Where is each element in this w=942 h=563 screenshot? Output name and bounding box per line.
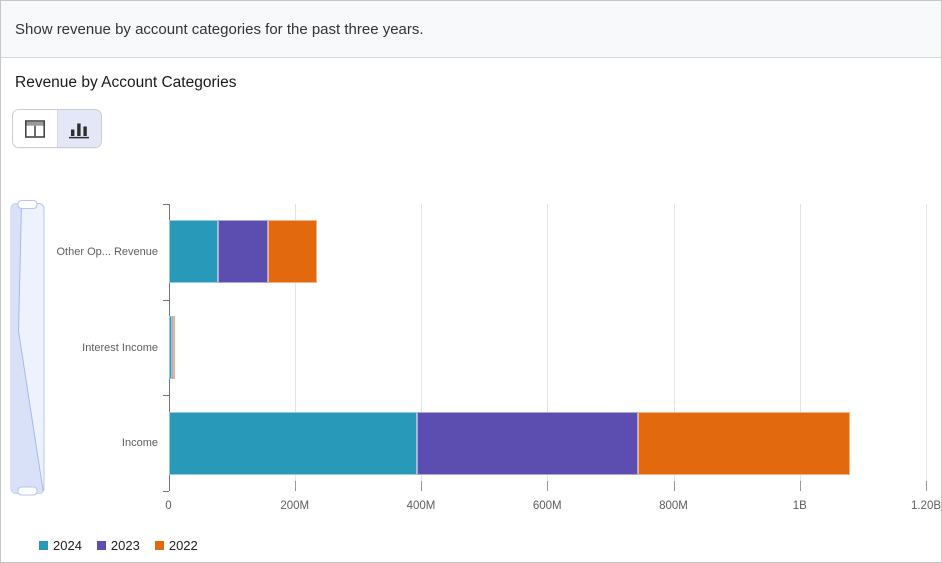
bar-segment-2023[interactable] xyxy=(417,411,639,475)
legend-swatch-2024 xyxy=(39,541,48,550)
bar-segment-2022[interactable] xyxy=(172,316,175,379)
legend-label: 2022 xyxy=(168,538,198,553)
scrollbar-track-icon xyxy=(10,200,45,496)
x-axis-label: 1B xyxy=(792,500,807,512)
x-axis-label: 1.20B xyxy=(910,500,942,512)
chart-vertical-scrollbar[interactable] xyxy=(10,200,48,496)
legend-item-2023[interactable]: 2023 xyxy=(96,538,140,553)
x-axis-label: 200M xyxy=(280,500,310,512)
table-view-button[interactable] xyxy=(13,110,58,147)
bar-segment-2022[interactable] xyxy=(638,411,851,475)
x-axis-label: 0 xyxy=(165,500,172,512)
x-axis-tick-400M xyxy=(421,481,422,491)
prompt-bar: Show revenue by account categories for t… xyxy=(1,1,941,58)
x-axis-tick-1.20B xyxy=(926,481,927,491)
gridline-800M xyxy=(673,204,675,491)
scrollbar-bottom-handle xyxy=(17,486,38,496)
x-axis-label: 600M xyxy=(532,500,562,512)
chart-legend: 2024 2023 2022 xyxy=(39,538,198,553)
legend-label: 2023 xyxy=(110,538,140,553)
y-axis-tick xyxy=(162,299,169,301)
y-axis-tick xyxy=(162,491,169,492)
y-axis-tick xyxy=(162,395,169,397)
gridline-400M xyxy=(421,204,422,491)
bar-segment-2024[interactable] xyxy=(168,411,418,475)
gridline-200M xyxy=(294,204,296,491)
gridline-600M xyxy=(547,204,549,491)
chart-view-button[interactable] xyxy=(57,110,101,147)
chart-title: Revenue by Account Categories xyxy=(15,74,237,91)
gridline-1.20B xyxy=(926,204,927,491)
bar-segment-2022[interactable] xyxy=(268,220,318,284)
bar-segment-2023[interactable] xyxy=(218,220,269,284)
category-label: Income xyxy=(121,437,158,450)
bar-segment-2024[interactable] xyxy=(168,316,172,379)
legend-swatch-2023 xyxy=(96,541,106,550)
table-icon xyxy=(24,119,45,138)
legend-label: 2024 xyxy=(53,538,82,553)
legend-swatch-2022 xyxy=(154,541,164,550)
bar-segment-2024[interactable] xyxy=(168,220,219,284)
prompt-text: Show revenue by account categories for t… xyxy=(15,20,424,38)
category-label: Interest Income xyxy=(82,341,158,354)
x-axis-tick-1B xyxy=(799,481,801,491)
x-axis-label: 800M xyxy=(659,500,688,512)
x-axis-tick-200M xyxy=(294,481,296,491)
bar-chart-icon xyxy=(69,123,90,138)
scrollbar-top-handle xyxy=(17,200,38,209)
y-axis-tick xyxy=(162,204,169,205)
x-axis-tick-800M xyxy=(673,481,675,491)
x-axis-tick-600M xyxy=(547,481,549,491)
gridline-1B xyxy=(799,204,801,491)
legend-item-2022[interactable]: 2022 xyxy=(154,538,198,553)
category-label: Other Op... Revenue xyxy=(56,245,159,258)
view-toggle-group xyxy=(12,109,102,148)
legend-item-2024[interactable]: 2024 xyxy=(39,538,82,553)
x-axis-label: 400M xyxy=(406,500,436,512)
